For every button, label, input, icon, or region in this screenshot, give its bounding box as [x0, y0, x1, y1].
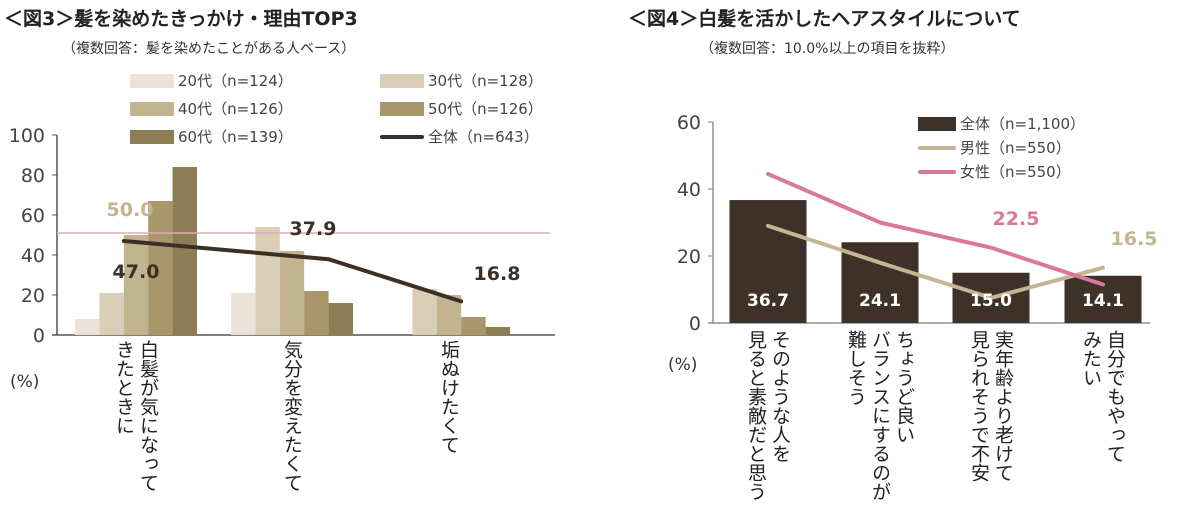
legend-label: 40代（n=126） — [178, 100, 293, 118]
bar — [99, 293, 124, 335]
legend-item: 40代（n=126） — [130, 98, 293, 119]
y-tick-label: 100 — [9, 125, 45, 147]
legend-label: 60代（n=139） — [178, 128, 293, 146]
y-tick-label: 60 — [677, 112, 701, 134]
legend-swatch — [918, 116, 956, 131]
right-chart-subtitle: （複数回答：10.0%以上の項目を抜粋） — [700, 41, 955, 57]
legend-label: 男性（n=550） — [960, 139, 1071, 157]
legend-item: 50代（n=126） — [380, 98, 543, 119]
legend-item: 男性（n=550） — [918, 137, 1071, 158]
legend-item: 全体（n=643） — [380, 126, 539, 147]
y-tick-label: 40 — [677, 179, 701, 201]
bar — [729, 200, 807, 323]
legend-swatch — [130, 73, 174, 88]
data-label: 16.8 — [474, 263, 521, 285]
y-tick-label: 20 — [677, 246, 701, 268]
category-label: 自分でもやって みたい — [1080, 330, 1126, 463]
bar — [279, 251, 305, 335]
bar — [255, 227, 280, 335]
left-unit-label: (%) — [10, 372, 40, 392]
bar-value-label: 24.1 — [859, 291, 901, 311]
legend-label: 20代（n=124） — [178, 72, 293, 90]
legend-label: 全体（n=1,100） — [960, 115, 1086, 133]
y-tick-label: 0 — [33, 325, 45, 347]
bar — [461, 317, 486, 335]
bar-value-label: 36.7 — [747, 291, 789, 311]
male-line — [766, 223, 1105, 300]
legend-swatch — [380, 101, 424, 116]
legend-item: 女性（n=550） — [918, 161, 1071, 182]
legend-label: 50代（n=126） — [428, 100, 543, 118]
overall-line — [121, 239, 464, 304]
male-data-label: 16.5 — [1111, 228, 1158, 250]
y-tick-label: 80 — [21, 165, 45, 187]
bar — [148, 201, 173, 335]
legend-item: 60代（n=139） — [130, 126, 293, 147]
bar — [123, 235, 149, 335]
category-label: 気分を変えたくて — [281, 340, 303, 492]
bar-value-label: 14.1 — [1082, 291, 1124, 311]
right-unit-label: (%) — [668, 355, 698, 375]
bar — [485, 327, 510, 335]
y-tick-label: 40 — [21, 245, 45, 267]
bar — [304, 291, 329, 335]
y-tick-label: 60 — [21, 205, 45, 227]
bar — [412, 289, 437, 335]
category-label: 実年齢より老けて 見られそうで不安 — [968, 330, 1014, 482]
left-chart-subtitle: （複数回答：髪を染めたことがある人ベース） — [62, 41, 356, 57]
data-label: 47.0 — [113, 261, 160, 283]
y-tick-label: 0 — [689, 313, 701, 335]
legend-line — [380, 134, 424, 139]
bar — [328, 303, 353, 335]
bar — [172, 167, 197, 335]
category-label: 白髪が気になって きたときに — [113, 340, 159, 492]
legend-swatch — [380, 73, 424, 88]
legend-line — [918, 145, 956, 150]
legend-label: 全体（n=643） — [428, 128, 539, 146]
bar-value-label: 15.0 — [970, 291, 1012, 311]
legend-swatch — [130, 129, 174, 144]
bar — [75, 319, 100, 335]
legend-line — [918, 169, 956, 174]
female-data-label: 22.5 — [993, 208, 1040, 230]
female-line — [766, 171, 1105, 287]
legend-label: 30代（n=128） — [428, 72, 543, 90]
y-tick-label: 20 — [21, 285, 45, 307]
data-label: 37.9 — [290, 218, 337, 240]
legend-item: 30代（n=128） — [380, 70, 543, 91]
category-label: そのような人を 見ると素敵だと思う — [745, 330, 791, 501]
annotation-label: 50.0 — [107, 199, 154, 221]
legend-label: 女性（n=550） — [960, 163, 1071, 181]
category-label: ちょうど良い バランスにするのが 難しそう — [845, 330, 915, 501]
left-chart-title: ＜図3＞髪を染めたきっかけ・理由TOP3 — [4, 8, 358, 30]
legend-item: 20代（n=124） — [130, 70, 293, 91]
bar — [231, 293, 256, 335]
category-label: 垢ぬけたくて — [438, 340, 460, 454]
right-chart-title: ＜図4＞白髪を活かしたヘアスタイルについて — [628, 8, 1021, 30]
legend-swatch — [130, 101, 174, 116]
legend-item: 全体（n=1,100） — [918, 113, 1085, 134]
